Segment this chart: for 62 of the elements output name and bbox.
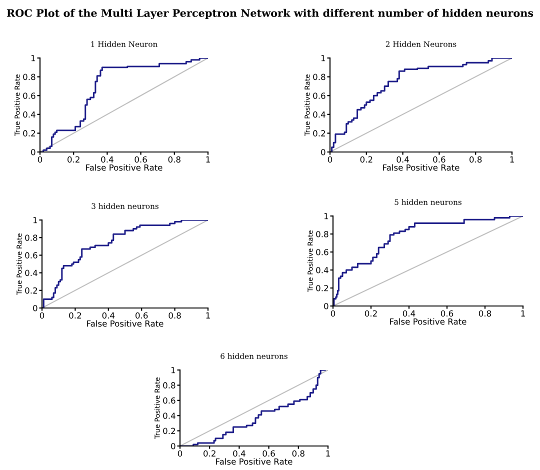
x-tick-label: 0.6: [136, 312, 148, 319]
x-tick-label: 0.6: [440, 310, 454, 317]
y-tick-label: 0.2: [25, 287, 37, 294]
x-tick-label: 1: [206, 156, 210, 162]
x-tick-label: 0: [40, 312, 44, 319]
y-tick-label: 0.2: [163, 428, 175, 434]
y-tick-label: 1: [171, 367, 176, 374]
y-tick-label: 1: [31, 55, 36, 62]
x-axis-title: False Positive Rate: [383, 164, 460, 171]
y-tick-label: 1: [324, 213, 328, 220]
x-tick-label: 1: [206, 312, 210, 318]
y-tick-label: 0: [321, 148, 326, 156]
x-tick-label: 0.6: [433, 156, 446, 163]
x-tick-label: 0.2: [68, 156, 80, 163]
x-tick-label: 0.4: [102, 312, 115, 319]
y-tick-label: 0.2: [23, 130, 35, 136]
x-axis-title: False Positive Rate: [390, 318, 466, 325]
y-tick-label: 0.4: [316, 266, 328, 274]
x-tick-label: 0.2: [364, 310, 377, 317]
y-tick-label: 0: [171, 442, 176, 450]
y-tick-label: 0.2: [313, 130, 325, 136]
text: ROC Plot of the Multi Layer Perceptron Network with different number of hidden neurons: [6, 8, 534, 20]
y-tick-label: 0.6: [23, 92, 36, 99]
x-tick-label: 1: [510, 156, 514, 162]
y-tick-label: 0.4: [25, 270, 38, 276]
y-tick-label: 0.2: [316, 284, 328, 292]
y-tick-label: 0.8: [316, 230, 328, 238]
y-tick-label: 1: [33, 217, 38, 224]
x-tick-label: 0.8: [470, 156, 482, 163]
y-tick-label: 0.8: [25, 234, 38, 241]
x-tick-label: 0.6: [134, 156, 147, 163]
y-tick-label: 0: [31, 148, 36, 156]
y-tick-label: 0.4: [23, 111, 36, 118]
y-tick-label: 0.6: [313, 92, 326, 99]
x-axis-title: False Positive Rate: [216, 458, 292, 465]
x-tick-label: 0.4: [101, 156, 114, 163]
x-tick-label: 0.6: [262, 450, 275, 457]
y-tick-label: 0.4: [313, 111, 326, 118]
x-axis-title: False Positive Rate: [86, 164, 162, 171]
y-tick-label: 0.6: [25, 252, 38, 258]
x-tick-label: 0.8: [292, 450, 304, 457]
y-tick-label: 0.6: [163, 397, 176, 404]
y-tick-label: 0.8: [23, 74, 36, 80]
y-tick-label: 1: [321, 55, 326, 62]
y-tick-label: 0: [324, 302, 328, 310]
x-tick-label: 0: [178, 450, 182, 457]
y-tick-label: 0.8: [163, 382, 176, 388]
x-tick-label: 0.4: [396, 156, 409, 163]
x-tick-label: 0: [38, 156, 42, 163]
x-tick-label: 0.4: [233, 450, 246, 457]
y-tick-label: 0.6: [316, 248, 328, 256]
x-tick-label: 1: [521, 310, 525, 316]
x-axis-title: False Positive Rate: [87, 320, 164, 327]
x-tick-label: 0.8: [478, 310, 492, 317]
x-tick-label: 0.2: [69, 312, 81, 319]
x-tick-label: 0: [330, 310, 336, 317]
x-tick-label: 0.2: [360, 156, 372, 163]
x-tick-label: 0.2: [204, 450, 216, 457]
y-tick-label: 0.8: [313, 74, 326, 80]
x-tick-label: 0.4: [402, 310, 416, 317]
y-tick-label: 0.4: [163, 412, 176, 419]
y-tick-label: 0: [33, 304, 38, 312]
